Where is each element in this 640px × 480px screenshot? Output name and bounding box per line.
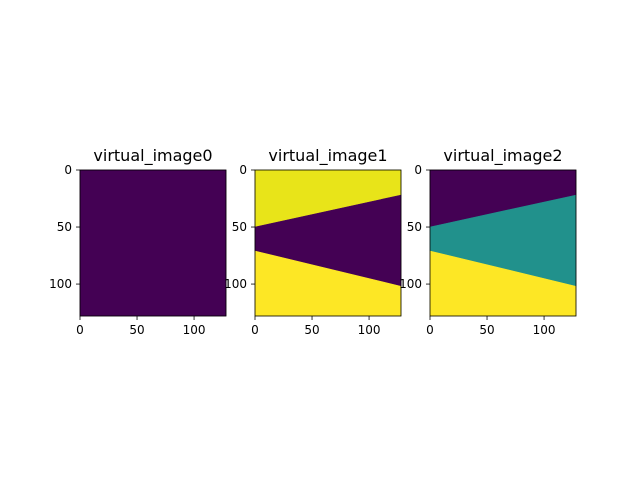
y-tick-label: 50 <box>57 220 72 234</box>
axes-frame <box>429 169 577 317</box>
subplot-title: virtual_image2 <box>443 146 562 166</box>
y-tick-label: 100 <box>224 277 247 291</box>
x-tick-label: 0 <box>251 323 259 337</box>
y-tick-label: 0 <box>239 163 247 177</box>
y-tick-label: 50 <box>232 220 247 234</box>
y-tick-label: 50 <box>407 220 422 234</box>
x-tick-label: 50 <box>129 323 144 337</box>
subplot-2: 0 50 100 0 50 100 virtual_image2 <box>399 146 577 337</box>
subplot-title: virtual_image1 <box>268 146 387 166</box>
x-tick-label: 100 <box>358 323 381 337</box>
y-tick-label: 100 <box>399 277 422 291</box>
axes-frame <box>79 169 227 317</box>
subplot-0: 0 50 100 0 50 100 virtual_image0 <box>49 146 227 337</box>
y-tick-label: 0 <box>414 163 422 177</box>
x-tick-label: 100 <box>533 323 556 337</box>
x-tick-label: 0 <box>426 323 434 337</box>
x-tick-label: 100 <box>183 323 206 337</box>
y-tick-label: 0 <box>64 163 72 177</box>
x-tick-label: 50 <box>304 323 319 337</box>
y-tick-label: 100 <box>49 277 72 291</box>
subplot-title: virtual_image0 <box>93 146 212 166</box>
image-region-0 <box>79 169 227 317</box>
x-tick-label: 0 <box>76 323 84 337</box>
axes-frame <box>254 169 402 317</box>
subplot-1: 0 50 100 0 50 100 virtual_image1 <box>224 146 402 337</box>
x-tick-label: 50 <box>479 323 494 337</box>
